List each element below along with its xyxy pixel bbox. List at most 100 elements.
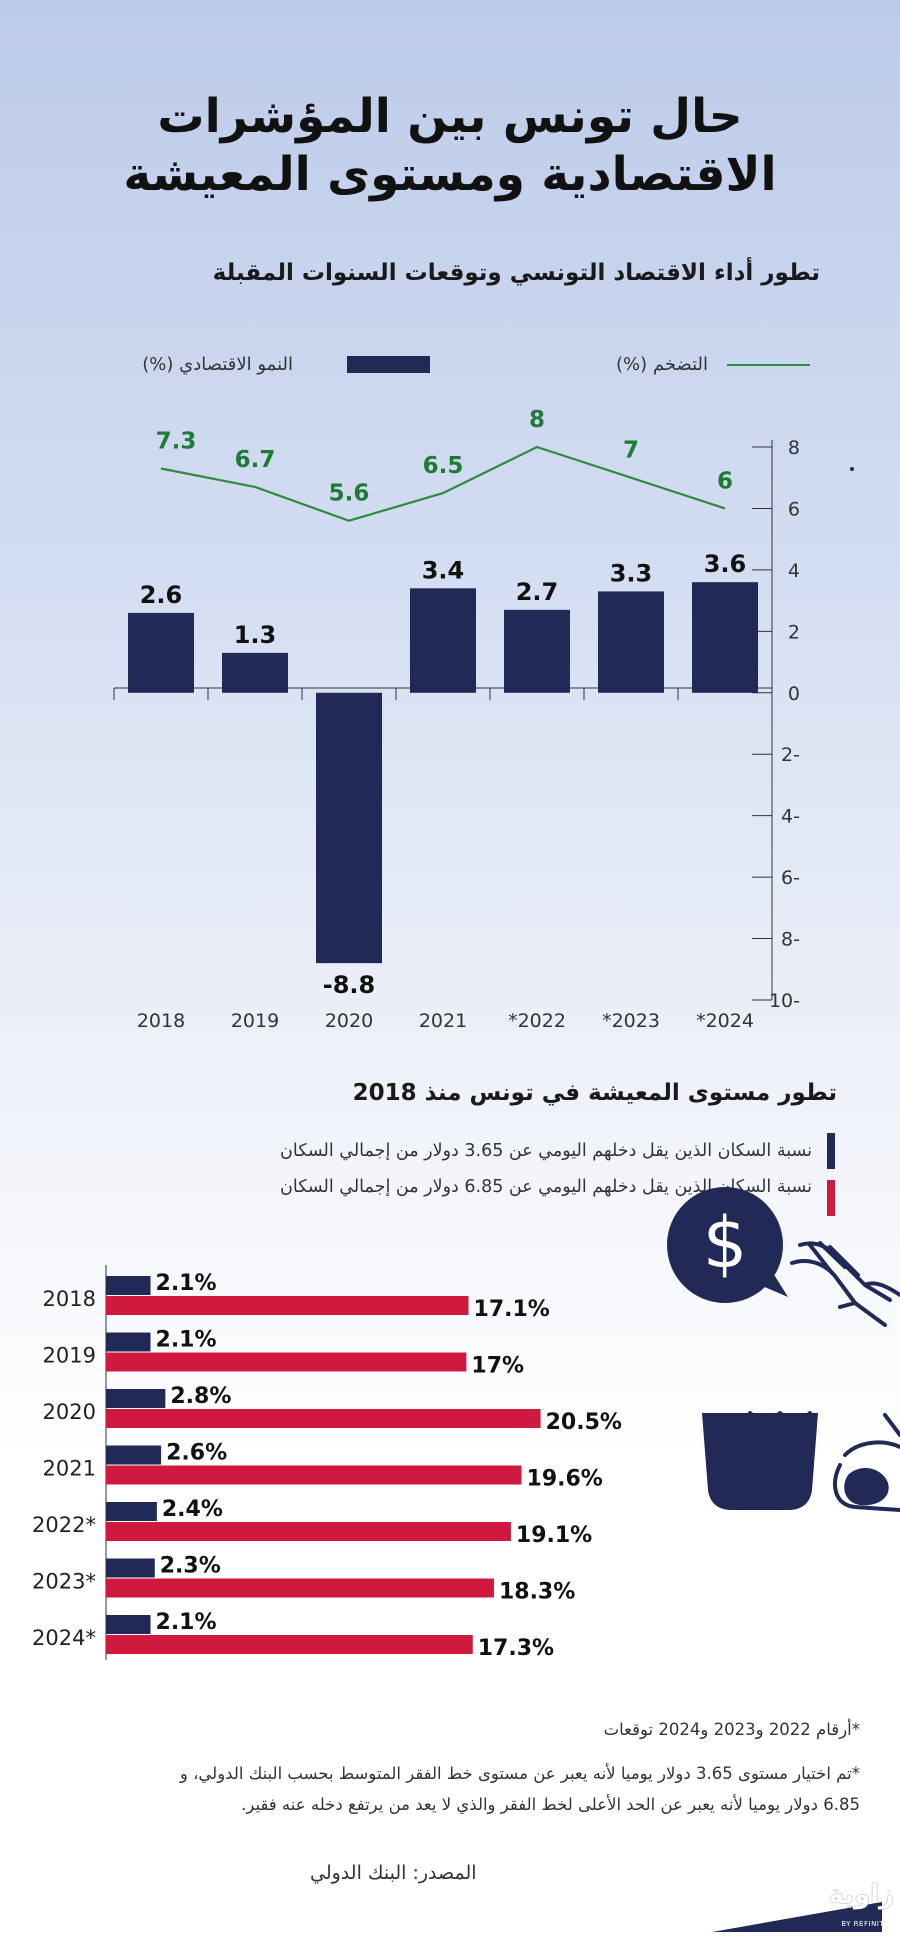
footnote-explain-1: *تم اختيار مستوى 3.65 دولار يوميا لأنه ي… [179, 1764, 860, 1783]
year-label: 2019 [43, 1344, 96, 1368]
poverty-685-bar [106, 1522, 511, 1541]
poverty-365-value-label: 2.1% [156, 1328, 217, 1353]
poverty-685-value-label: 17.3% [478, 1636, 554, 1661]
chart1-title: تطور أداء الاقتصاد التونسي وتوقعات السنو… [212, 260, 820, 286]
x-tick-label: 2019 [231, 1010, 279, 1032]
chart2-title: تطور مستوى المعيشة في تونس منذ 2018 [352, 1080, 837, 1106]
poverty-365-value-label: 2.4% [162, 1497, 223, 1522]
y-tick-label: 4- [781, 806, 800, 828]
hands-holding-bowl-icon [702, 1241, 900, 1512]
poverty-685-bar [106, 1578, 494, 1598]
x-tick-label: *2023 [602, 1010, 660, 1032]
svg-text:$: $ [703, 1202, 748, 1284]
logo-subtext: BY REFINITIV [841, 1920, 892, 1928]
poverty-365-bar [106, 1389, 166, 1408]
growth-value-label: 2.7 [516, 578, 559, 606]
footnote-explain-2: 6.85 دولار يوميا لأنه يعبر عن الحد الأعل… [241, 1795, 860, 1814]
poverty-365-bar [106, 1615, 151, 1634]
dollar-speech-bubble-icon: $ [667, 1187, 788, 1303]
growth-bar [316, 692, 382, 964]
growth-bar [222, 652, 288, 693]
growth-value-label: 3.4 [422, 556, 465, 584]
poverty-365-bar [106, 1445, 162, 1465]
poverty-365-value-label: 2.3% [160, 1554, 221, 1579]
legend-growth-swatch [347, 356, 430, 373]
inflation-value-label: 7 [623, 438, 639, 464]
year-label: 2020 [43, 1400, 96, 1424]
poverty-365-bar [106, 1558, 155, 1578]
y-tick-label: 8 [788, 437, 800, 459]
y-tick-label: 10- [769, 990, 800, 1012]
growth-bar [504, 609, 570, 693]
poverty-365-bar [106, 1276, 151, 1295]
poverty-685-bar [106, 1296, 469, 1315]
poverty-685-bar [106, 1465, 522, 1485]
poverty-365-value-label: 2.1% [156, 1271, 217, 1296]
poverty-365-bar [106, 1332, 151, 1352]
poverty-685-value-label: 19.6% [527, 1467, 603, 1492]
x-tick-label: *2024 [696, 1010, 754, 1032]
poverty-365-bar [106, 1502, 157, 1521]
year-label: 2024* [32, 1626, 96, 1650]
year-label: 2022* [32, 1513, 96, 1537]
poverty-685-value-label: 17% [471, 1354, 524, 1379]
inflation-value-label: 7.3 [156, 429, 197, 455]
title-line-2: الاقتصادية ومستوى المعيشة [123, 147, 777, 202]
title-line-1: حال تونس بين المؤشرات [157, 89, 743, 144]
growth-bar [410, 588, 476, 693]
page-title: حال تونس بين المؤشرات الاقتصادية ومستوى … [0, 88, 900, 204]
x-tick-label: 2021 [419, 1010, 467, 1032]
growth-value-label: 2.6 [140, 581, 183, 609]
source-text: المصدر: البنك الدولي [310, 1862, 477, 1884]
year-label: 2018 [43, 1287, 96, 1311]
inflation-value-label: 6.5 [423, 453, 464, 479]
poverty-685-value-label: 19.1% [516, 1523, 592, 1548]
dot-marker [850, 467, 854, 471]
legend-poverty-365-label: نسبة السكان الذين يقل دخلهم اليومي عن 3.… [280, 1141, 812, 1161]
zawya-logo: زاوية BY REFINITIV [712, 1880, 900, 1940]
year-label: 2021 [43, 1457, 96, 1481]
y-tick-label: 6- [781, 867, 800, 889]
y-tick-label: 2- [781, 744, 800, 766]
legend-poverty-685-swatch [827, 1180, 835, 1216]
inflation-value-label: 6.7 [235, 447, 276, 473]
growth-value-label: -8.8 [323, 971, 375, 999]
poverty-685-value-label: 17.1% [474, 1297, 550, 1322]
growth-value-label: 3.6 [704, 550, 747, 578]
economy-chart: 8 6 4 2 0 2- 4- 6- 8- 10- 2.6 2018 1.3 2019 -8.8 2020 3… [113, 356, 854, 1032]
poverty-685-bar [106, 1409, 541, 1428]
poverty-685-bar [106, 1352, 467, 1372]
inflation-value-label: 5.6 [329, 481, 370, 507]
growth-bar [692, 582, 758, 693]
x-tick-label: *2022 [508, 1010, 566, 1032]
inflation-line [160, 445, 726, 522]
y-tick-label: 0 [788, 683, 800, 705]
poverty-365-value-label: 2.8% [170, 1384, 231, 1409]
y-tick-label: 8- [781, 929, 800, 951]
growth-value-label: 3.3 [610, 559, 653, 587]
growth-value-label: 1.3 [234, 621, 277, 649]
year-label: 2023* [32, 1570, 96, 1594]
poverty-illustration: $ [667, 1187, 900, 1512]
x-tick-label: 2018 [137, 1010, 185, 1032]
legend-growth-label: النمو الاقتصادي (%) [142, 354, 293, 375]
poverty-685-value-label: 18.3% [499, 1580, 575, 1605]
inflation-value-label: 6 [717, 468, 733, 494]
growth-bar [128, 612, 194, 693]
logo-wedge-icon [712, 1902, 882, 1932]
legend-poverty-365-swatch [827, 1133, 835, 1169]
y-tick-label: 2 [788, 621, 800, 643]
poverty-685-bar [106, 1635, 473, 1654]
poverty-685-value-label: 20.5% [546, 1410, 622, 1435]
logo-text: زاوية [828, 1880, 894, 1910]
footnote-forecast: *أرقام 2022 و2023 و2024 توقعات [603, 1720, 860, 1739]
y-tick-label: 4 [788, 560, 800, 582]
y-tick-label: 6 [788, 498, 800, 520]
inflation-value-label: 8 [529, 407, 545, 433]
living-standard-chart: 2.1% 17.1% 2018 2.1% 17% 2019 2.8% 20.5% 2020 2.6… [32, 1133, 835, 1661]
legend-inflation-label: التضخم (%) [616, 354, 708, 375]
poverty-365-value-label: 2.6% [166, 1441, 227, 1466]
growth-bar [598, 591, 664, 693]
poverty-365-value-label: 2.1% [156, 1610, 217, 1635]
x-tick-label: 2020 [325, 1010, 373, 1032]
